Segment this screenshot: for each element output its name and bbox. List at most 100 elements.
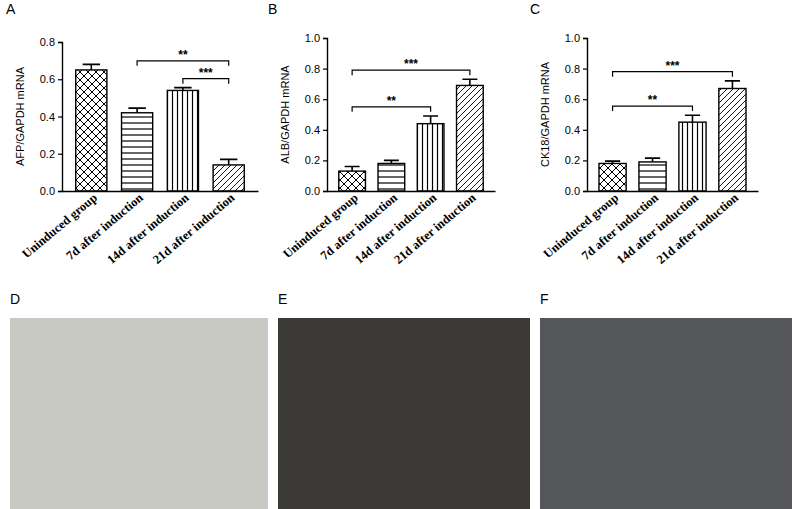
y-tick-label: 0.6 — [565, 93, 580, 105]
y-tick: 1.0 — [305, 32, 327, 44]
y-tick-mark — [323, 99, 327, 100]
significance-label: ** — [648, 93, 658, 107]
y-tick: 0.2 — [565, 154, 587, 166]
y-tick-mark — [583, 38, 587, 39]
y-axis-title: CK18/GAPDH mRNA — [539, 61, 551, 167]
y-tick-mark — [583, 68, 587, 69]
y-tick: 0.4 — [40, 111, 62, 123]
y-axis-line — [583, 39, 588, 192]
y-tick-label: 1.0 — [305, 32, 320, 44]
bar — [719, 88, 746, 191]
chart-panel: C 0.0 0.2 0.4 0.6 0.8 1.0 Uninduced group7d aft… — [530, 1, 759, 267]
image-panel: F — [540, 291, 792, 509]
y-tick: 0.2 — [305, 154, 327, 166]
image-panel: E — [278, 291, 530, 509]
bar — [457, 85, 484, 191]
y-tick-mark — [323, 68, 327, 69]
y-tick-label: 0.2 — [565, 154, 580, 166]
y-tick: 0.2 — [40, 148, 62, 160]
y-tick-label: 0.0 — [305, 185, 320, 197]
micrograph — [278, 318, 530, 509]
y-axis: 0.0 0.2 0.4 0.6 0.8 1.0 — [565, 32, 588, 197]
y-tick: 0.6 — [565, 93, 587, 105]
y-tick-mark — [323, 191, 327, 192]
x-axis: Uninduced group7d after induction14d aft… — [19, 190, 258, 266]
y-tick: 0.0 — [565, 185, 587, 197]
y-tick-mark — [583, 99, 587, 100]
y-tick-mark — [583, 130, 587, 131]
y-tick-mark — [58, 79, 62, 80]
y-tick: 0.0 — [305, 185, 327, 197]
x-tick: 21d after induction — [654, 190, 741, 266]
y-tick: 1.0 — [565, 32, 587, 44]
y-tick: 0.0 — [40, 185, 62, 197]
bar — [167, 90, 198, 191]
y-tick-mark — [583, 191, 587, 192]
x-tick-label: 7d after induction — [63, 190, 145, 262]
significance-bracket: *** — [352, 57, 470, 75]
y-axis: 0.0 0.2 0.4 0.6 0.8 — [40, 36, 63, 197]
significance-bracket: ** — [352, 94, 431, 112]
plot-area — [599, 81, 746, 191]
y-tick-mark — [58, 191, 62, 192]
y-tick-label: 0.6 — [305, 93, 320, 105]
significance-label: *** — [199, 66, 213, 80]
y-tick: 0.8 — [305, 63, 327, 75]
y-tick: 0.8 — [40, 36, 62, 48]
bar — [378, 163, 405, 191]
y-axis-line — [58, 43, 63, 192]
x-tick: Uninduced group — [19, 190, 99, 261]
y-tick-label: 0.8 — [565, 63, 580, 75]
bar — [599, 163, 626, 191]
bar — [679, 122, 706, 191]
x-tick-label: Uninduced group — [19, 190, 99, 261]
bar — [213, 165, 244, 191]
x-tick-label: 21d after induction — [391, 190, 478, 266]
significance-bracket: *** — [613, 59, 733, 77]
panel-label: B — [268, 1, 277, 17]
y-tick-label: 0.8 — [305, 63, 320, 75]
plot-area — [76, 64, 245, 191]
y-tick-label: 0.0 — [40, 185, 55, 197]
y-tick-label: 0.2 — [40, 148, 55, 160]
micrograph — [10, 318, 268, 509]
chart-panel: A0.00.20.40.60.8Uninduced group7d after … — [6, 1, 259, 267]
y-tick: 0.8 — [565, 63, 587, 75]
panel-label: F — [540, 291, 549, 307]
y-tick-label: 0.4 — [305, 124, 320, 136]
bar — [122, 113, 153, 191]
y-tick-mark — [323, 160, 327, 161]
y-axis-title: AFP/GAPDH mRNA — [14, 66, 26, 166]
figure: A0.00.20.40.60.8Uninduced group7d after … — [0, 0, 800, 509]
y-tick: 0.6 — [40, 73, 62, 85]
panel-label: E — [278, 291, 287, 307]
bar — [639, 162, 666, 191]
panel-label: D — [10, 291, 20, 307]
significance-label: ** — [178, 48, 188, 62]
y-tick-mark — [583, 160, 587, 161]
y-tick-mark — [323, 130, 327, 131]
significance-label: *** — [665, 59, 679, 73]
y-tick-label: 0.4 — [40, 111, 55, 123]
y-tick-label: 1.0 — [565, 32, 580, 44]
x-tick-label: 21d after induction — [150, 190, 237, 266]
x-tick: 14d after induction — [104, 190, 191, 266]
x-tick: 7d after induction — [63, 190, 145, 262]
y-tick-label: 0.6 — [40, 73, 55, 85]
significance-bracket: ** — [137, 48, 229, 66]
y-axis-line — [323, 39, 328, 192]
x-tick: 21d after induction — [150, 190, 237, 266]
panel-label: C — [530, 1, 540, 17]
plot-area — [339, 79, 483, 191]
y-tick-label: 0.2 — [305, 154, 320, 166]
y-tick-mark — [323, 38, 327, 39]
bar — [339, 171, 366, 191]
y-axis: 0.0 0.2 0.4 0.6 0.8 1.0 — [305, 32, 328, 197]
y-tick-mark — [58, 42, 62, 43]
x-axis: Uninduced group7d after induction14d aft… — [541, 190, 759, 266]
y-axis-title: ALB/GAPDH mRNA — [279, 65, 291, 164]
bar — [76, 70, 107, 191]
x-tick-label: 21d after induction — [654, 190, 741, 266]
x-tick-label: 14d after induction — [104, 190, 191, 266]
y-tick: 0.4 — [565, 124, 587, 136]
